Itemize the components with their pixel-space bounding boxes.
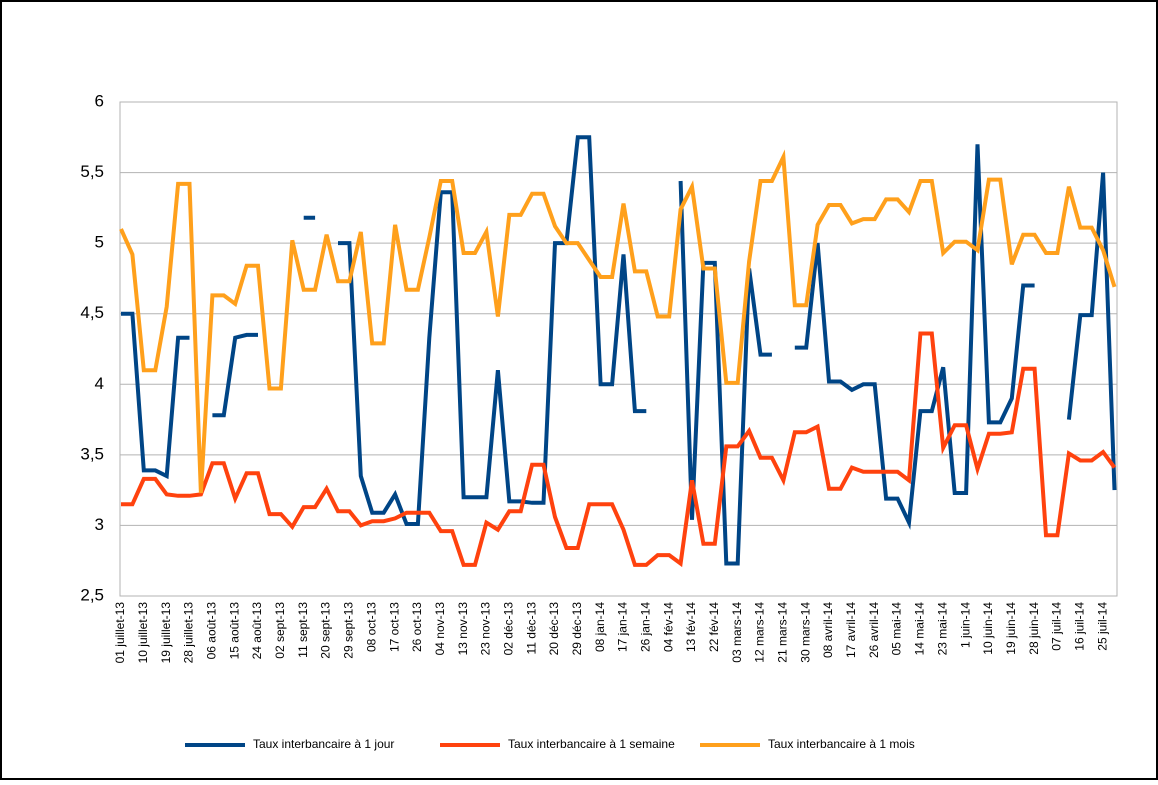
y-tick-label: 6 [95,91,104,110]
x-tick-label: 24 août-13 [250,602,264,660]
y-tick-label: 4 [95,374,104,393]
x-tick-label: 20 sept-13 [319,602,333,659]
x-tick-label: 21 mars-14 [776,602,790,663]
x-tick-label: 23 mai-14 [935,602,949,656]
x-tick-label: 02 déc-13 [501,602,515,656]
legend-label: Taux interbancaire à 1 semaine [508,737,675,751]
x-tick-label: 17 jan-14 [616,602,630,652]
x-tick-label: 25 juil-14 [1095,602,1109,651]
x-tick-label: 29 sept-13 [342,602,356,659]
x-tick-label: 04 nov-13 [433,602,447,656]
y-tick-label: 2,5 [80,585,104,604]
x-tick-label: 19 juin-14 [1004,602,1018,655]
x-tick-label: 17 oct-13 [387,602,401,652]
x-tick-label: 11 sept-13 [296,602,310,658]
x-tick-label: 22 fév-14 [707,602,721,652]
x-tick-label: 13 nov-13 [456,602,470,656]
y-tick-label: 3 [95,515,104,534]
x-tick-label: 20 déc-13 [547,602,561,656]
x-tick-label: 05 mai-14 [890,602,904,656]
x-tick-label: 08 avril-14 [821,602,835,658]
x-tick-label: 26 oct-13 [410,602,424,652]
x-tick-label: 26 jan-14 [638,602,652,652]
x-tick-label: 02 sept-13 [273,602,287,659]
y-tick-label: 5,5 [80,162,104,181]
x-tick-label: 28 juillet-13 [182,602,196,664]
y-tick-label: 4,5 [80,303,104,322]
x-tick-label: 28 juin-14 [1027,602,1041,655]
x-tick-label: 19 juillet-13 [159,602,173,664]
x-tick-label: 15 août-13 [227,602,241,660]
legend-label: Taux interbancaire à 1 mois [768,737,915,751]
x-tick-label: 10 juin-14 [981,602,995,655]
x-tick-label: 10 juillet-13 [136,602,150,664]
x-tick-label: 1 juin-14 [958,602,972,648]
y-tick-label: 5 [95,233,104,252]
x-tick-label: 17 avril-14 [844,602,858,658]
x-tick-label: 01 juillet-13 [113,602,127,664]
x-tick-label: 08 oct-13 [364,602,378,652]
series-line [119,149,1117,494]
x-tick-label: 26 avril-14 [867,602,881,658]
series-line [121,135,1117,566]
x-tick-label: 06 août-13 [205,602,219,660]
x-tick-label: 04 fév-14 [661,602,675,652]
x-tick-label: 08 jan-14 [593,602,607,652]
x-tick-label: 29 déc-13 [570,602,584,656]
x-tick-label: 07 juil-14 [1050,602,1064,651]
legend-label: Taux interbancaire à 1 jour [253,737,394,751]
x-tick-label: 23 nov-13 [479,602,493,656]
x-tick-label: 11 déc-13 [524,602,538,655]
x-tick-label: 12 mars-14 [753,602,767,663]
series-line [121,331,1117,568]
x-tick-label: 14 mai-14 [913,602,927,656]
y-tick-label: 3,5 [80,444,104,463]
x-tick-label: 30 mars-14 [798,602,812,663]
x-tick-label: 03 mars-14 [730,602,744,663]
x-tick-label: 16 juil-14 [1072,602,1086,651]
x-tick-label: 13 fév-14 [684,602,698,652]
